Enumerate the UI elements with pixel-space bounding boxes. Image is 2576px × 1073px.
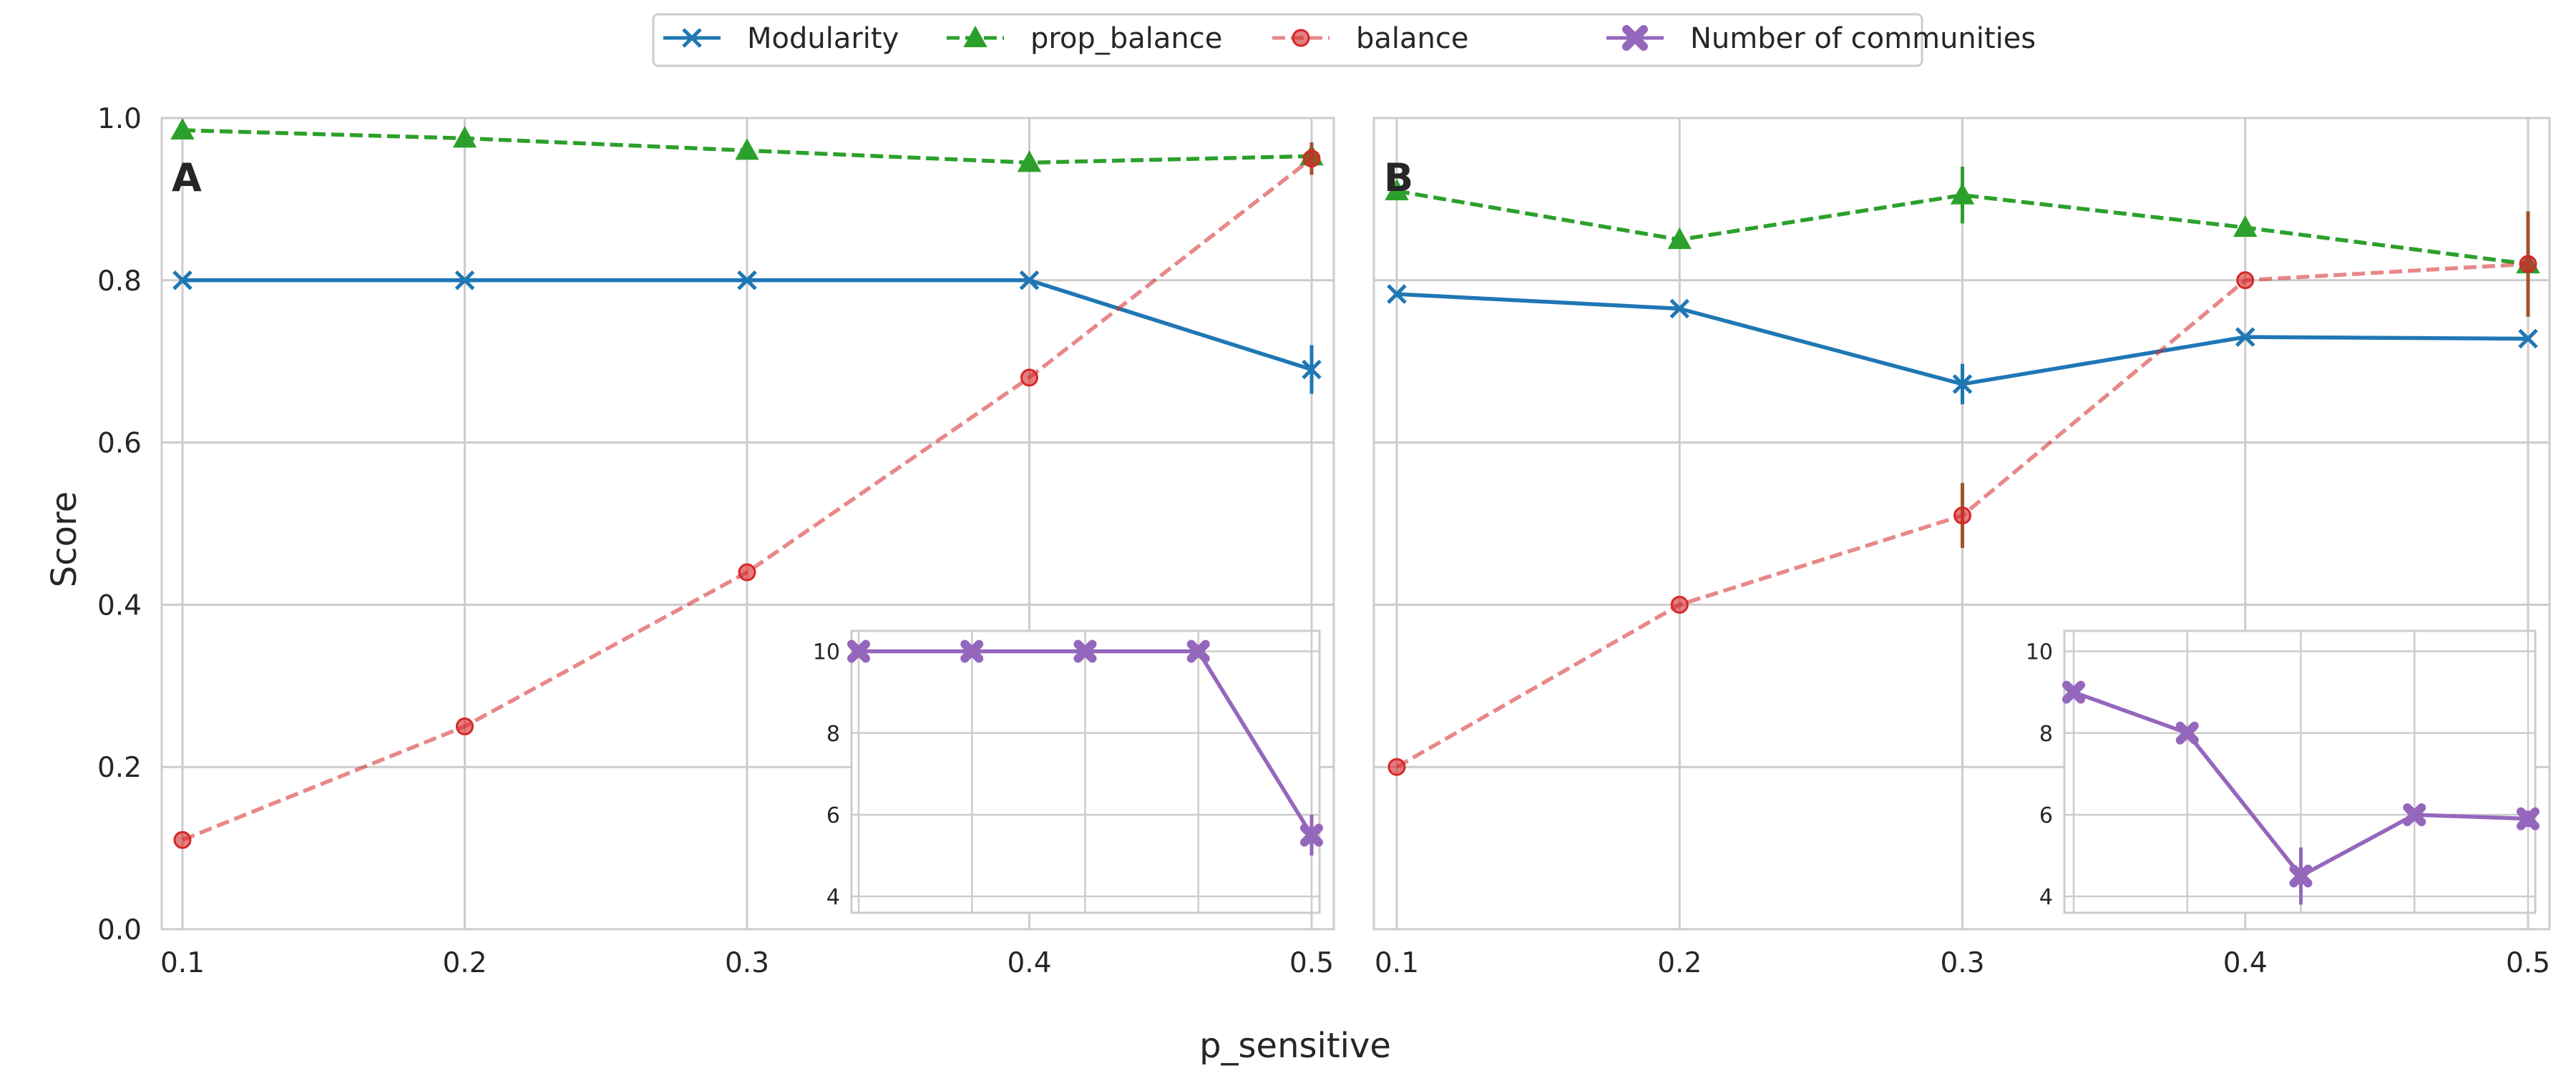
data-point-balance <box>1302 150 1321 168</box>
data-point-balance <box>173 831 192 849</box>
inset-data-point <box>1073 640 1097 663</box>
data-point-prop-balance <box>1385 179 1409 201</box>
panel-label: B <box>1384 155 1413 200</box>
x-tick-label: 0.4 <box>2223 947 2268 979</box>
legend-marker-balance <box>1292 29 1310 47</box>
data-point-prop-balance <box>170 117 195 140</box>
data-point-prop-balance <box>1017 150 1042 172</box>
x-axis-label: p_sensitive <box>1199 1026 1391 1066</box>
inset-y-tick-label: 4 <box>2039 885 2053 910</box>
y-tick-label: 0.0 <box>97 914 142 946</box>
legend-marker-prop-balance <box>963 25 987 47</box>
data-point-modularity <box>1302 359 1322 380</box>
series-line-prop-balance <box>1396 189 2529 266</box>
x-tick-label: 0.4 <box>1007 947 1051 979</box>
series-balance <box>173 142 1321 849</box>
y-tick-label: 0.2 <box>97 752 142 784</box>
x-tick-label: 0.2 <box>1657 947 1702 979</box>
series-balance <box>1387 211 2537 776</box>
data-point-balance <box>1670 595 1689 614</box>
y-tick-label: 0.4 <box>97 589 142 622</box>
inset-data-point <box>2289 864 2313 888</box>
series-prop-balance <box>170 117 1324 172</box>
data-point-balance <box>2519 255 2537 273</box>
x-tick-label: 0.3 <box>1940 947 1984 979</box>
y-tick-label: 0.8 <box>97 265 142 298</box>
legend-marker-modularity <box>682 28 702 48</box>
data-point-modularity <box>1952 374 1973 394</box>
inset-y-tick-label: 6 <box>2039 803 2053 828</box>
y-tick-label: 1.0 <box>97 103 142 135</box>
legend-item-modularity: Modularity <box>663 22 899 55</box>
series-modularity <box>172 270 1322 394</box>
legend: Modularity prop_balance balance Number of c… <box>652 13 2036 67</box>
x-tick-label: 0.1 <box>1375 947 1419 979</box>
x-tick-label: 0.1 <box>160 947 205 979</box>
legend-marker-number-of-communities <box>1622 25 1648 51</box>
legend-item-prop-balance: prop_balance <box>947 22 1222 55</box>
series-modularity <box>1387 284 2538 405</box>
data-point-balance <box>738 563 756 582</box>
inset-y-tick-label: 10 <box>2026 640 2053 665</box>
inset-chart: 4 6 8 10 <box>813 629 1323 914</box>
inset-data-point <box>960 640 984 663</box>
inset-y-tick-label: 6 <box>826 803 840 828</box>
data-point-modularity <box>737 270 757 290</box>
legend-label-number-of-communities: Number of communities <box>1690 22 2036 55</box>
x-tick-label: 0.2 <box>442 947 487 979</box>
data-point-balance <box>1387 758 1406 776</box>
x-tick-label: 0.5 <box>1289 947 1334 979</box>
panel-a: 0.0 0.2 0.4 0.6 0.8 1.0 0.1 0.2 0.3 0.4 0.5 A 4 6 8 10 <box>97 103 1335 979</box>
inset-chart: 4 6 8 10 <box>2026 629 2540 914</box>
inset-y-tick-label: 8 <box>2039 722 2053 747</box>
data-point-modularity <box>172 270 192 290</box>
data-point-prop-balance <box>2233 215 2258 237</box>
data-point-prop-balance <box>735 138 759 160</box>
legend-item-number-of-communities: Number of communities <box>1606 22 2036 55</box>
y-tick-label: 0.6 <box>97 428 142 460</box>
inset-y-tick-label: 10 <box>813 640 840 665</box>
data-point-modularity <box>1669 298 1690 319</box>
panel-b: 0.1 0.2 0.3 0.4 0.5 B 4 6 8 10 <box>1372 117 2551 979</box>
inset-y-tick-label: 8 <box>826 722 840 747</box>
data-point-modularity <box>2518 328 2538 349</box>
data-point-balance <box>456 717 474 735</box>
legend-label-prop-balance: prop_balance <box>1030 22 1222 55</box>
x-tick-label: 0.5 <box>2506 947 2550 979</box>
x-tick-label: 0.3 <box>725 947 769 979</box>
panel-frame <box>1372 117 2551 931</box>
legend-label-modularity: Modularity <box>747 22 899 55</box>
data-point-modularity <box>1019 270 1040 290</box>
inset-data-point <box>2175 721 2199 745</box>
inset-data-point <box>1186 640 1210 663</box>
data-point-prop-balance <box>1667 227 1692 250</box>
inset-data-point <box>2517 807 2540 831</box>
data-point-prop-balance <box>452 126 477 148</box>
inset-data-point <box>1300 823 1323 847</box>
legend-label-balance: balance <box>1356 22 1468 55</box>
data-point-modularity <box>454 270 475 290</box>
data-point-prop-balance <box>1950 182 1975 205</box>
inset-data-point <box>2403 803 2426 826</box>
data-point-balance <box>1020 368 1038 387</box>
panel-label: A <box>172 155 202 200</box>
data-point-modularity <box>2235 327 2255 347</box>
panel-frame <box>160 117 1335 931</box>
legend-item-balance: balance <box>1272 22 1468 55</box>
legend-frame <box>652 13 1923 67</box>
data-point-balance <box>2236 271 2255 290</box>
y-axis-label: Score <box>44 491 84 587</box>
inset-data-point <box>847 640 870 663</box>
inset-y-tick-label: 4 <box>826 885 840 910</box>
data-point-balance <box>1953 506 1971 525</box>
inset-data-point <box>2062 680 2085 704</box>
data-point-modularity <box>1387 284 1407 304</box>
